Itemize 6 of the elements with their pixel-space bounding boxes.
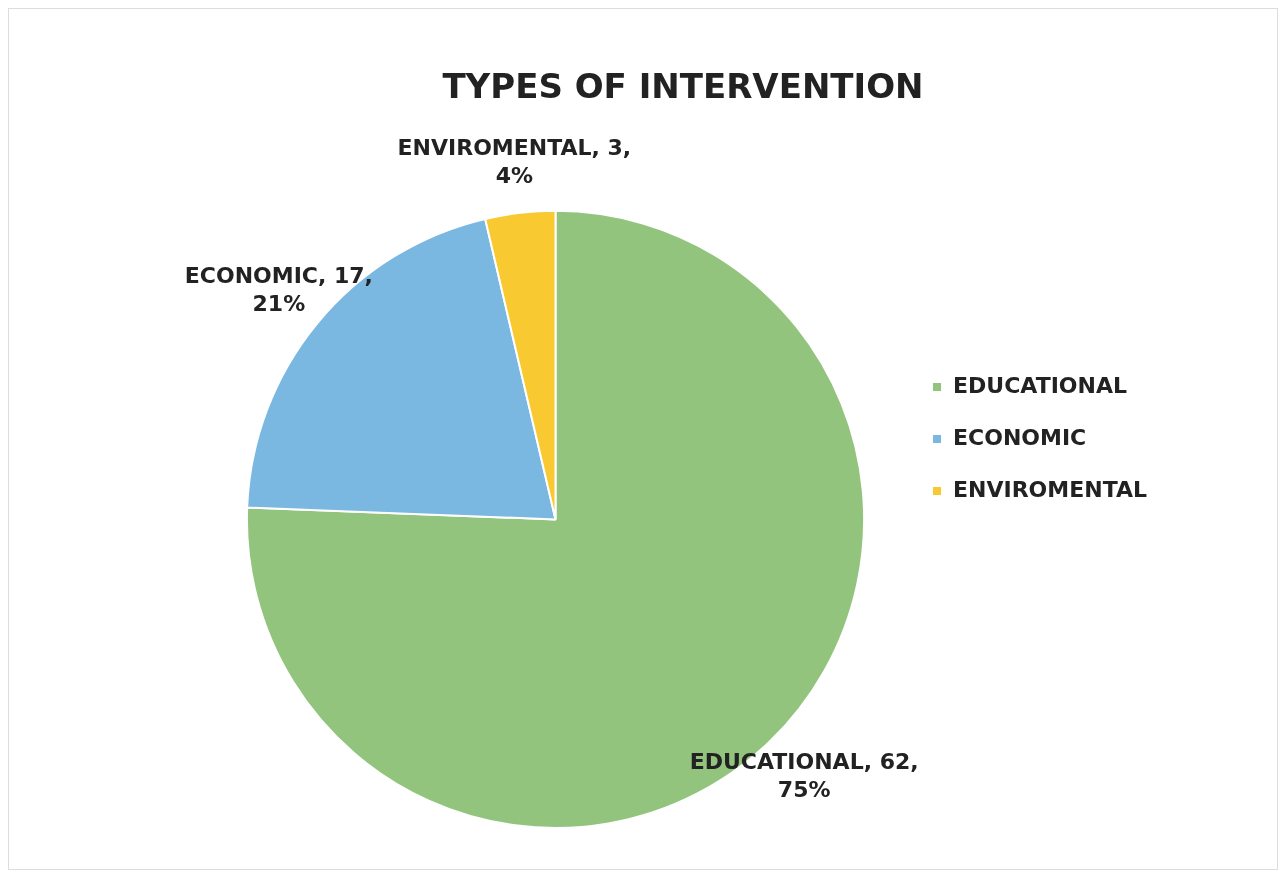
chart-title: TYPES OF INTERVENTION <box>442 66 924 107</box>
legend-label: ECONOMIC <box>953 424 1087 450</box>
legend-label: EDUCATIONAL <box>953 372 1128 398</box>
data-label: ECONOMIC, 17, 21% <box>184 262 373 316</box>
data-label: ENVIROMENTAL, 3, 4% <box>397 134 632 188</box>
legend-label: ENVIROMENTAL <box>953 476 1148 502</box>
